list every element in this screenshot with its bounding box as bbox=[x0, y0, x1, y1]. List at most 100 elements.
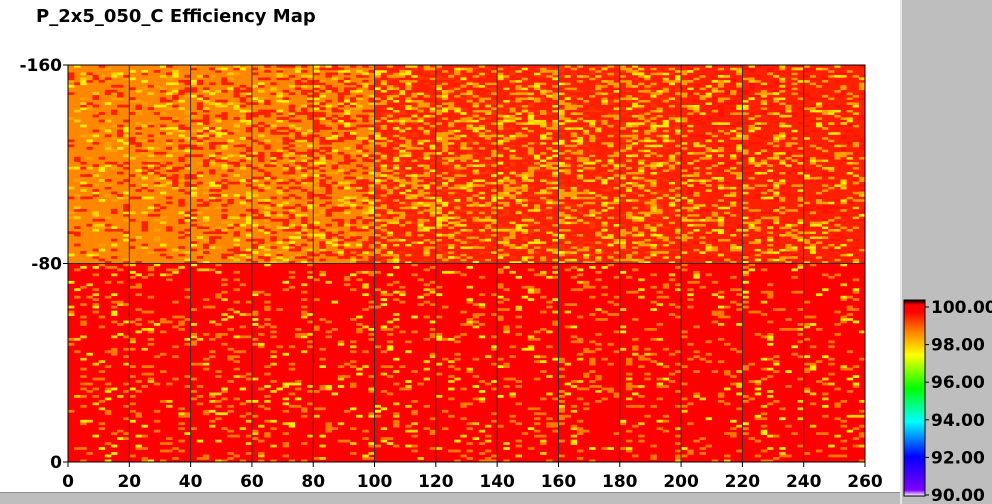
heatmap-pixel bbox=[564, 216, 572, 220]
heatmap-pixel bbox=[386, 69, 394, 73]
heatmap-pixel bbox=[172, 447, 179, 450]
heatmap-pixel bbox=[313, 69, 320, 73]
heatmap-pixel bbox=[454, 65, 461, 68]
heatmap-pixel bbox=[411, 273, 418, 277]
heatmap-pixel bbox=[117, 171, 124, 175]
heatmap-pixel bbox=[466, 117, 473, 120]
heatmap-pixel bbox=[245, 258, 253, 262]
heatmap-pixel bbox=[258, 184, 265, 187]
heatmap-pixel bbox=[527, 290, 535, 294]
heatmap-pixel bbox=[264, 385, 271, 388]
heatmap-pixel bbox=[576, 419, 584, 423]
heatmap-pixel bbox=[129, 238, 136, 242]
heatmap-pixel bbox=[209, 169, 216, 172]
heatmap-pixel bbox=[441, 218, 449, 222]
heatmap-pixel bbox=[196, 395, 204, 398]
heatmap-pixel bbox=[417, 127, 424, 130]
heatmap-pixel bbox=[552, 174, 559, 177]
heatmap-pixel bbox=[582, 226, 590, 230]
heatmap-pixel bbox=[491, 218, 498, 222]
heatmap-pixel bbox=[319, 67, 326, 71]
heatmap-pixel bbox=[123, 432, 130, 436]
heatmap-pixel bbox=[374, 233, 381, 237]
heatmap-pixel bbox=[546, 159, 553, 163]
heatmap-pixel bbox=[343, 77, 351, 81]
heatmap-pixel bbox=[417, 154, 424, 158]
heatmap-pixel bbox=[399, 231, 406, 235]
heatmap-pixel bbox=[570, 82, 578, 86]
heatmap-pixel bbox=[209, 144, 216, 148]
heatmap-pixel bbox=[564, 139, 572, 143]
bottom-scrollbar[interactable] bbox=[0, 492, 900, 504]
heatmap-pixel bbox=[374, 156, 381, 160]
heatmap-pixel bbox=[74, 166, 81, 170]
heatmap-pixel bbox=[282, 223, 290, 227]
heatmap-pixel bbox=[515, 213, 522, 217]
heatmap-pixel bbox=[540, 174, 547, 177]
heatmap-pixel bbox=[533, 97, 541, 101]
heatmap-pixel bbox=[202, 186, 210, 190]
heatmap-pixel bbox=[570, 226, 578, 230]
heatmap-pixel bbox=[221, 112, 228, 115]
heatmap-pixel bbox=[546, 117, 553, 120]
heatmap-pixel bbox=[552, 226, 559, 230]
heatmap-pixel bbox=[141, 221, 148, 225]
heatmap-pixel bbox=[307, 184, 314, 187]
heatmap-pixel bbox=[215, 99, 222, 103]
heatmap-pixel bbox=[245, 372, 253, 376]
heatmap-pixel bbox=[509, 119, 516, 123]
heatmap-pixel bbox=[533, 223, 541, 227]
heatmap-pixel bbox=[159, 216, 167, 220]
heatmap-pixel bbox=[239, 213, 247, 217]
heatmap-pixel bbox=[417, 84, 424, 88]
heatmap-pixel bbox=[215, 459, 222, 463]
heatmap-pixel bbox=[582, 184, 590, 187]
heatmap-pixel bbox=[307, 134, 314, 138]
heatmap-pixel bbox=[123, 208, 130, 212]
heatmap-pixel bbox=[576, 151, 584, 155]
heatmap-pixel bbox=[239, 99, 247, 103]
heatmap-pixel bbox=[147, 251, 155, 254]
heatmap-pixel bbox=[478, 323, 486, 326]
heatmap-pixel bbox=[441, 72, 449, 76]
heatmap-pixel bbox=[227, 102, 234, 105]
heatmap-pixel bbox=[454, 134, 461, 138]
heatmap-pixel bbox=[325, 196, 332, 200]
heatmap-pixel bbox=[153, 69, 161, 73]
heatmap-pixel bbox=[552, 320, 559, 324]
heatmap-pixel bbox=[221, 318, 228, 321]
heatmap-pixel bbox=[411, 196, 418, 200]
heatmap-pixel bbox=[540, 181, 547, 185]
heatmap-pixel bbox=[417, 295, 424, 299]
heatmap-pixel bbox=[540, 104, 547, 108]
heatmap-pixel bbox=[478, 246, 486, 249]
heatmap-pixel bbox=[386, 203, 394, 207]
heatmap-pixel bbox=[441, 211, 449, 215]
heatmap-pixel bbox=[478, 303, 486, 306]
heatmap-pixel bbox=[472, 99, 480, 103]
heatmap-pixel bbox=[552, 213, 559, 217]
heatmap-pixel bbox=[221, 342, 228, 346]
heatmap-pixel bbox=[441, 149, 449, 153]
heatmap-pixel bbox=[245, 434, 253, 438]
heatmap-pixel bbox=[454, 87, 461, 91]
heatmap-pixel bbox=[319, 228, 326, 232]
heatmap-pixel bbox=[429, 166, 437, 170]
heatmap-pixel bbox=[209, 141, 216, 145]
heatmap-pixel bbox=[110, 293, 118, 297]
heatmap-pixel bbox=[300, 139, 308, 143]
heatmap-pixel bbox=[245, 65, 253, 68]
heatmap-pixel bbox=[313, 203, 320, 207]
heatmap-pixel bbox=[343, 201, 351, 205]
heatmap-pixel bbox=[441, 427, 449, 431]
heatmap-pixel bbox=[86, 77, 93, 81]
heatmap-pixel bbox=[196, 439, 204, 443]
heatmap-pixel bbox=[362, 241, 369, 244]
heatmap-pixel bbox=[258, 122, 265, 125]
heatmap-pixel bbox=[478, 313, 486, 316]
heatmap-pixel bbox=[264, 171, 271, 175]
heatmap-pixel bbox=[86, 419, 93, 423]
heatmap-pixel bbox=[362, 429, 369, 433]
heatmap-pixel bbox=[258, 226, 265, 230]
heatmap-pixel bbox=[527, 122, 535, 125]
